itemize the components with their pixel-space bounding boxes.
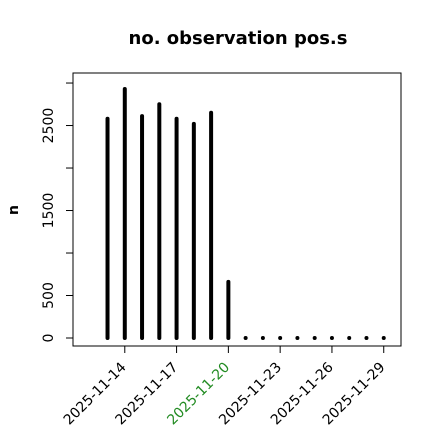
plot-frame bbox=[72, 72, 402, 347]
y-tick-label: 500 bbox=[41, 282, 57, 309]
y-axis-label: n bbox=[6, 205, 22, 215]
y-tick-label: 0 bbox=[41, 334, 57, 343]
y-tick-label: 2500 bbox=[41, 108, 57, 144]
chart-title: no. observation pos.s bbox=[129, 28, 348, 49]
y-tick-label: 1500 bbox=[41, 193, 57, 229]
